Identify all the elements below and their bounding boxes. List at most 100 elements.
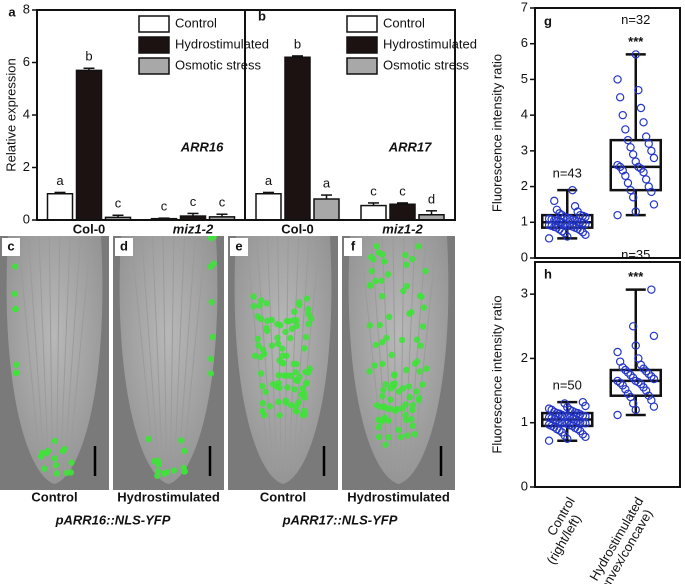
- yfp-nucleus: [256, 302, 263, 309]
- bar: [255, 193, 282, 221]
- image-caption: Hydrostimulated: [117, 489, 220, 504]
- y-tick-label: 3: [521, 286, 528, 301]
- yfp-nucleus: [406, 393, 413, 401]
- y-tick-label: 0: [521, 249, 528, 264]
- data-point: [647, 146, 656, 156]
- yfp-nucleus: [403, 261, 410, 268]
- root: [6, 236, 103, 484]
- legend-label: Osmotic stress: [175, 57, 261, 72]
- n-label: n=43: [553, 166, 582, 181]
- cell-file: [60, 236, 71, 472]
- yfp-nucleus: [207, 370, 215, 377]
- yfp-nucleus: [409, 422, 416, 429]
- cell-file: [27, 236, 45, 472]
- yfp-nucleus: [380, 415, 387, 422]
- data-point: [613, 347, 622, 357]
- data-point: [565, 405, 575, 415]
- panel-letter: h: [544, 266, 552, 281]
- panel-letter: b: [258, 8, 266, 23]
- data-point: [618, 110, 627, 120]
- yfp-nucleus: [372, 341, 380, 349]
- gene-label: ARR17: [388, 139, 432, 154]
- yfp-nucleus: [53, 470, 60, 477]
- cell-file: [370, 236, 389, 472]
- yfp-nucleus: [276, 412, 283, 419]
- yfp-nucleus: [154, 468, 162, 475]
- yfp-nucleus: [366, 281, 374, 289]
- cell-file: [17, 236, 41, 472]
- data-point: [626, 370, 635, 380]
- yfp-nucleus: [379, 360, 386, 368]
- yfp-nucleus: [376, 321, 383, 329]
- cell-file: [266, 236, 278, 472]
- yfp-nucleus: [398, 336, 406, 344]
- data-point: [570, 423, 580, 433]
- y-tick-label: 4: [23, 106, 30, 121]
- data-point: [647, 285, 656, 294]
- yfp-nucleus: [378, 338, 386, 346]
- data-point: [647, 372, 656, 381]
- yfp-nucleus: [411, 430, 418, 438]
- yfp-nucleus: [408, 255, 416, 263]
- data-point: [647, 187, 656, 197]
- data-point: [644, 139, 653, 148]
- construct-label: pARR17::NLS-YFP: [282, 512, 398, 527]
- cell-file: [178, 236, 196, 472]
- data-point: [544, 436, 554, 445]
- significance-letter: b: [294, 36, 301, 51]
- cell-file: [245, 236, 270, 472]
- cell-file: [48, 236, 53, 472]
- image-caption: Control: [260, 489, 306, 504]
- significance-letter: a: [265, 173, 273, 188]
- yfp-nucleus: [403, 416, 410, 424]
- cell-file: [277, 236, 282, 472]
- data-point: [636, 103, 646, 113]
- yfp-nucleus: [384, 271, 392, 278]
- yfp-nucleus: [402, 401, 409, 408]
- cell-file: [170, 236, 175, 472]
- yfp-nucleus: [305, 311, 312, 318]
- yfp-nucleus: [409, 401, 417, 409]
- cell-file: [404, 236, 416, 472]
- yfp-nucleus: [415, 243, 422, 250]
- yfp-nucleus: [409, 406, 416, 414]
- yfp-nucleus: [304, 306, 312, 313]
- panel-letter: c: [7, 238, 14, 253]
- yfp-nucleus: [279, 345, 286, 352]
- cell-file: [408, 236, 427, 472]
- yfp-nucleus: [413, 388, 420, 395]
- yfp-nucleus: [301, 394, 308, 401]
- micrograph: [0, 236, 109, 490]
- yfp-nucleus: [375, 433, 383, 441]
- yfp-nucleus: [397, 433, 404, 441]
- data-point: [618, 381, 627, 390]
- data-point: [544, 413, 554, 422]
- plot-frame: [534, 7, 681, 259]
- yfp-nucleus: [262, 388, 269, 396]
- yfp-nucleus: [208, 298, 215, 306]
- significance-letter: c: [190, 194, 197, 209]
- significance-letter: c: [399, 183, 406, 198]
- yfp-nucleus: [405, 383, 412, 390]
- data-point: [544, 404, 554, 413]
- legend-label: Control: [383, 15, 425, 30]
- yfp-nucleus: [170, 467, 178, 474]
- data-point: [613, 210, 622, 220]
- cell-file: [162, 236, 167, 472]
- y-tick-label: 1: [521, 214, 528, 229]
- yfp-nucleus: [276, 357, 283, 364]
- micrograph: [228, 236, 338, 490]
- yfp-nucleus: [67, 469, 75, 476]
- panel-letter-box: [344, 238, 362, 256]
- yfp-nucleus: [274, 334, 281, 341]
- yfp-nucleus: [385, 434, 392, 441]
- yfp-nucleus: [59, 447, 67, 455]
- data-point: [615, 378, 625, 388]
- yfp-nucleus: [417, 342, 424, 349]
- x-group-label: miz1-2: [382, 221, 423, 236]
- yfp-nucleus: [181, 447, 188, 455]
- cell-file: [56, 236, 61, 472]
- yfp-nucleus: [415, 394, 423, 402]
